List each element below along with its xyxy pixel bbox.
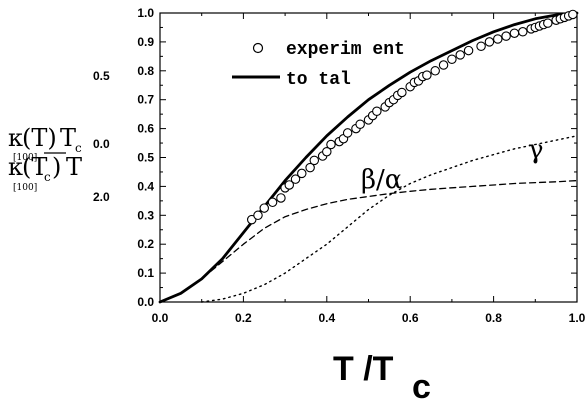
ylabel-denominator-kappa: κ [8,153,23,181]
y-tick-label: 0.5 [137,151,154,165]
x-axis-label: T /T c [333,350,431,406]
x-tick-label: 0.2 [235,311,252,325]
x-tick-label: 1.0 [569,311,586,325]
experiment-point [463,45,474,56]
experiment-point [284,180,295,190]
legend-total-label: to tal [286,70,351,90]
experiment-point [372,106,382,117]
experiment-point [476,41,486,51]
y-tick-label: 0.1 [137,266,154,280]
stray-label-3: 2.0 [93,190,110,204]
experiment-point [493,34,503,44]
experiment-point [290,174,301,184]
experiment-point [455,50,465,60]
y-tick-label: 0.6 [137,122,154,136]
experiment-point [276,193,286,203]
annotation-gamma: γ [528,135,544,165]
stray-label-2: 0.0 [93,137,110,151]
legend: experim ent to tal [232,40,405,90]
total-curve [158,11,579,304]
y-tick-label: 0.2 [137,237,154,251]
experiment-point [438,60,449,70]
annotation-beta-alpha: β/α [361,165,402,195]
ylabel-denominator-arg-sub: c [44,170,51,184]
experiment-point [568,9,578,20]
ylabel-numerator-arg: (T) [22,124,57,152]
experiment-point [501,31,511,41]
y-tick-label: 0.7 [137,93,154,107]
ylabel-denominator-close: ) [52,153,61,181]
experiment-point [267,197,278,208]
x-tick-label: 0.6 [402,311,419,325]
stray-label-1: 0.5 [93,69,110,83]
ylabel-numerator-kappa: κ [8,124,23,152]
y-tick-label: 0.8 [137,64,154,78]
x-tick-label: 0.4 [318,311,335,325]
ylabel-denominator-dir: [100] [13,183,37,193]
experiment-point [355,119,365,130]
beta-alpha-curve [159,179,578,303]
ylabel-numerator-trail-sub: c [75,141,82,155]
legend-experiment-label: experim ent [286,40,405,60]
experiment-points [246,9,578,225]
y-axis-label: κ (T) T c [100] κ (T c ) T [100] [8,124,82,193]
y-tick-label: 0.4 [137,179,154,193]
ylabel-denominator-arg: (T [22,153,47,181]
ylabel-denominator-trail: T [66,153,82,181]
experiment-point [422,70,432,80]
y-tick-label: 0.3 [137,208,154,222]
x-tick-label: 0.8 [485,311,502,325]
y-tick-label: 0.0 [137,295,154,309]
experiment-point [509,28,520,38]
experiment-point [253,210,263,221]
experiment-point [259,203,269,213]
experiment-point [518,27,528,37]
y-tick-label: 0.9 [137,35,154,49]
experiment-point [342,128,353,138]
experiment-point [543,18,553,28]
experiment-point [484,37,495,47]
legend-experiment-marker [252,42,264,54]
ylabel-numerator-dir: [100] [13,153,37,163]
xlabel-main: T /T [333,350,394,388]
ylabel-numerator-trail: T [60,124,76,152]
experiment-point [322,146,332,157]
y-tick-label: 1.0 [137,6,154,20]
experiment-point [397,87,407,98]
experiment-point [447,54,457,64]
axes: 0.0 0.2 0.4 0.6 0.8 1.0 0.0 0.1 0.2 0.3 0.4 0.5 0.6 0… [137,6,585,325]
xlabel-sub: c [412,368,431,406]
experiment-point [430,66,440,76]
x-tick-label: 0.0 [152,311,169,325]
experiment-point [309,155,320,166]
gamma-curve [201,135,578,303]
experiment-point [297,168,307,179]
experiment-point [305,162,315,173]
experiment-point [326,139,336,150]
series-lines [158,11,579,304]
